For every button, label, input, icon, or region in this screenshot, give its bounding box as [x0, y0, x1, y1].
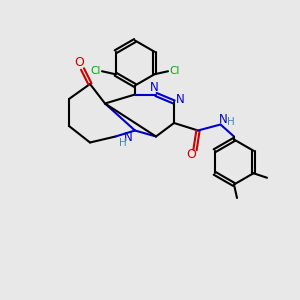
- Text: Cl: Cl: [90, 66, 100, 76]
- Text: O: O: [187, 148, 196, 161]
- Text: N: N: [150, 81, 159, 94]
- Text: Cl: Cl: [169, 66, 180, 76]
- Text: N: N: [124, 130, 133, 144]
- Text: H: H: [227, 116, 235, 127]
- Text: N: N: [218, 112, 227, 126]
- Text: N: N: [176, 92, 185, 106]
- Text: O: O: [75, 56, 84, 70]
- Text: H: H: [118, 138, 126, 148]
